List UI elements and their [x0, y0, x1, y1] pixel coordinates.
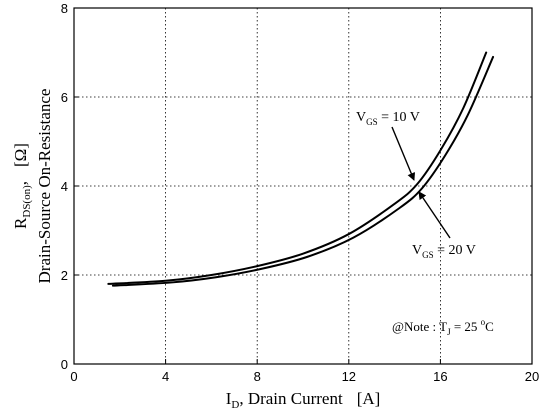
- y-tick-label: 8: [61, 1, 68, 16]
- annotation-note: @Note : TJ = 25 oC: [392, 317, 494, 337]
- x-axis-label: ID, Drain Current [A]: [226, 389, 381, 411]
- x-tick-label: 12: [342, 369, 356, 384]
- y-tick-label: 2: [61, 268, 68, 283]
- y-tick-label: 4: [61, 179, 68, 194]
- y-tick-label: 6: [61, 90, 68, 105]
- annotation-arrow-vgs10: [391, 126, 416, 181]
- y-axis-label-line1: RDS(on),[Ω]: [11, 143, 33, 229]
- annotation-arrow-vgs20: [418, 191, 451, 239]
- y-axis-ticks: 0 2 4 6 8: [61, 1, 79, 372]
- x-axis-ticks: 0 4 8 12 16 20: [70, 359, 539, 384]
- x-tick-label: 20: [525, 369, 539, 384]
- y-axis-label-line2: Drain-Source On-Resistance: [35, 89, 54, 284]
- x-tick-label: 8: [254, 369, 261, 384]
- grid: [74, 8, 532, 364]
- x-tick-label: 16: [433, 369, 447, 384]
- x-tick-label: 4: [162, 369, 169, 384]
- annotation-vgs20: VGS = 20 V: [412, 243, 476, 260]
- series-line-vgs20: [111, 55, 495, 287]
- annotation-vgs10: VGS = 10 V: [356, 110, 420, 127]
- y-tick-label: 0: [61, 357, 68, 372]
- x-tick-label: 0: [70, 369, 77, 384]
- series-line-vgs10: [107, 51, 488, 285]
